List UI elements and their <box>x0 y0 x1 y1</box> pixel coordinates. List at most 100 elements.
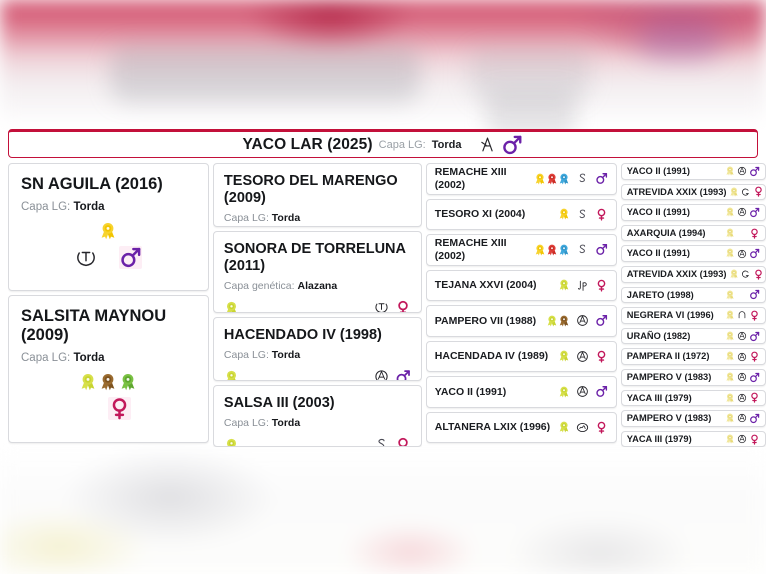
brand-circle-icon <box>576 385 589 398</box>
brand-t-icon <box>374 300 389 312</box>
ancestor-row[interactable]: ALTANERA LXIX (1996) <box>425 411 617 443</box>
female-symbol-icon <box>395 300 411 312</box>
ancestor-row[interactable]: YACO II (1991) <box>620 163 766 180</box>
symbols-group <box>725 391 760 406</box>
ancestor-row[interactable]: PAMPERO VII (1988) <box>425 305 617 337</box>
symbols-group <box>546 314 608 327</box>
ancestor-coat: Capa LG: Torda <box>21 201 196 213</box>
ancestor-card[interactable]: TESORO DEL MARENGO (2009) Capa LG: Torda <box>212 163 422 227</box>
ancestor-card[interactable]: SONORA DE TORRELUNA (2011) Capa genética… <box>212 231 422 313</box>
coat-label: Capa LG: <box>223 416 269 429</box>
brand-s-icon <box>374 437 389 446</box>
ancestor-name: YACO II (1991) <box>434 385 507 398</box>
symbols-group <box>725 164 760 179</box>
medals-group <box>725 205 735 220</box>
ancestor-name: YACO II (1991) <box>626 248 690 259</box>
coat-value: Torda <box>271 211 301 224</box>
ancestor-row[interactable]: YACA III (1979) <box>620 389 766 407</box>
female-symbol-icon <box>749 434 760 445</box>
medal-bronze-icon <box>558 315 570 327</box>
medal-yellowgreen-icon <box>546 315 558 327</box>
coat-value: Torda <box>271 348 301 361</box>
ancestor-row[interactable]: YACO II (1991) <box>620 204 766 221</box>
symbols-group <box>725 411 760 426</box>
symbols-group <box>725 226 760 241</box>
ancestor-card[interactable]: SALSA III (2003) Capa LG: Torda <box>212 385 422 447</box>
ancestor-card[interactable]: SALSITA MAYNOU (2009) Capa LG: Torda <box>8 295 209 443</box>
female-symbol-icon <box>595 279 608 292</box>
ancestor-row[interactable]: TEJANA XXVI (2004) <box>425 269 617 301</box>
medals-group <box>558 421 570 433</box>
male-symbol-icon <box>118 246 142 270</box>
ancestor-name: PAMPERO V (1983) <box>626 413 712 424</box>
medal-pale-icon <box>725 351 735 361</box>
backdrop-blur-blob <box>640 20 720 60</box>
backdrop-blur-blob <box>110 46 420 102</box>
ancestor-name: YACA III (1979) <box>626 392 692 403</box>
ancestor-row[interactable]: NEGRERA VI (1996) <box>620 307 766 324</box>
ancestor-name: PAMPERO VII (1988) <box>434 314 537 327</box>
male-symbol-icon <box>595 385 608 398</box>
symbols-group <box>725 329 760 344</box>
brand-circle-icon <box>737 393 747 403</box>
medal-pale-icon <box>725 372 735 382</box>
ancestor-row[interactable]: JARETO (1998) <box>620 286 766 304</box>
pedigree-subject-header[interactable]: YACO LAR (2025) Capa LG: Torda <box>8 129 758 158</box>
ancestor-card[interactable]: HACENDADO IV (1998) Capa LG: Torda <box>212 317 422 381</box>
coat-value: Torda <box>73 352 105 365</box>
medal-pale-icon <box>725 310 735 320</box>
coat-label: Capa LG: <box>223 211 269 224</box>
brand-circle-icon <box>737 207 747 217</box>
medals-group <box>725 329 735 344</box>
generation-2-column: TESORO DEL MARENGO (2009) Capa LG: Torda <box>212 163 422 447</box>
ancestor-row[interactable]: AXARQUIA (1994) <box>620 224 766 242</box>
ancestor-name: YACO II (1991) <box>626 207 690 218</box>
medals-group <box>725 432 735 447</box>
symbols-row <box>224 296 411 312</box>
medal-pale-icon <box>725 228 735 238</box>
medal-green-icon <box>119 373 137 391</box>
female-symbol-icon <box>395 437 411 446</box>
generation-1-column: SN AGUILA (2016) Capa LG: Torda SALSITA … <box>8 163 209 447</box>
brand-circle-icon <box>737 166 747 176</box>
subject-name: YACO LAR (2025) <box>242 135 373 153</box>
ancestor-row[interactable]: YACA III (1979) <box>620 430 766 447</box>
ancestor-name: SALSA III (2003) <box>223 395 335 411</box>
symbols-group <box>374 369 411 380</box>
ancestor-row[interactable]: PAMPERA II (1972) <box>620 348 766 365</box>
ancestor-row[interactable]: ATREVIDA XXIX (1993) <box>620 265 766 283</box>
ancestor-name: YACA III (1979) <box>626 433 692 444</box>
medal-yellowgreen-icon <box>558 421 570 433</box>
symbols-row <box>224 365 411 380</box>
male-symbol-icon <box>749 331 760 342</box>
ancestor-row[interactable]: YACO II (1991) <box>425 376 617 408</box>
ancestor-row[interactable]: PAMPERO V (1983) <box>620 410 766 427</box>
symbols-group <box>725 432 760 447</box>
ancestor-row[interactable]: REMACHE XIII (2002) <box>425 234 617 266</box>
ancestor-row[interactable]: TESORO XI (2004) <box>425 198 617 230</box>
ancestor-name: HACENDADO IV (1998) <box>223 327 382 343</box>
pedigree-chart: YACO LAR (2025) Capa LG: Torda SN AGUILA… <box>0 129 766 447</box>
ancestor-row[interactable]: HACENDADA IV (1989) <box>425 340 617 372</box>
ancestor-row[interactable]: YACO II (1991) <box>620 245 766 262</box>
ancestor-name: ALTANERA LXIX (1996) <box>434 421 551 434</box>
ancestor-card[interactable]: SN AGUILA (2016) Capa LG: Torda <box>8 163 209 291</box>
female-symbol-icon <box>595 208 608 221</box>
brand-s-icon <box>576 172 589 185</box>
symbols-group <box>21 397 196 421</box>
ancestor-name: SONORA DE TORRELUNA (2011) <box>223 241 406 274</box>
symbols-group <box>558 421 608 434</box>
ancestor-row[interactable]: REMACHE XIII (2002) <box>425 163 617 195</box>
female-symbol-icon <box>749 392 760 404</box>
ancestor-row[interactable]: ATREVIDA XXIX (1993) <box>620 183 766 201</box>
medal-pale-icon <box>725 393 735 403</box>
brand-s-icon <box>576 208 589 221</box>
ancestor-row[interactable]: PAMPERO V (1983) <box>620 368 766 386</box>
brand-circle-icon <box>576 350 589 363</box>
brand-circle-icon <box>737 413 747 423</box>
medal-yellow-icon <box>534 173 546 185</box>
ancestor-row[interactable]: URAÑO (1982) <box>620 327 766 345</box>
subject-icons <box>479 134 523 156</box>
symbols-group <box>725 205 760 220</box>
